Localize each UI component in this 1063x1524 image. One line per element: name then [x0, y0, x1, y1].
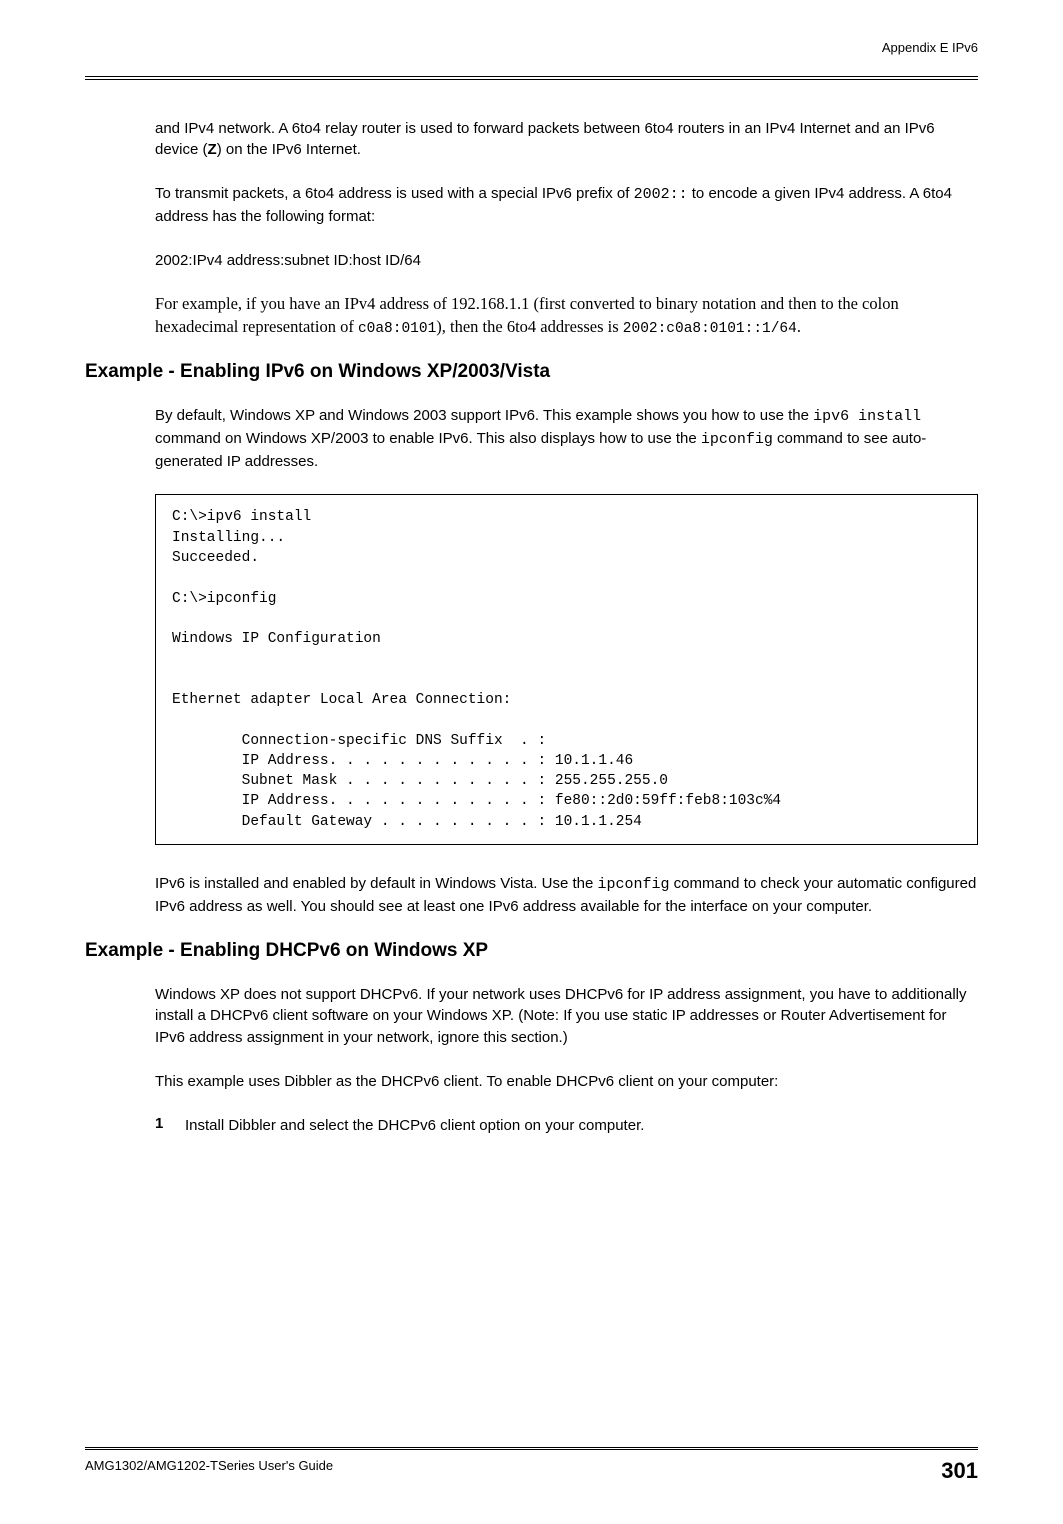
page-content: and IPv4 network. A 6to4 relay router is… [85, 80, 978, 1137]
paragraph-dibbler-intro: This example uses Dibbler as the DHCPv6 … [155, 1071, 978, 1093]
text-fragment: IPv6 is installed and enabled by default… [155, 875, 597, 892]
header-appendix-label: Appendix E IPv6 [882, 40, 978, 55]
code-block-ipv6-install: C:\>ipv6 install Installing... Succeeded… [155, 494, 978, 845]
heading-enable-ipv6-windows: Example - Enabling IPv6 on Windows XP/20… [85, 361, 978, 383]
paragraph-vista-ipv6: IPv6 is installed and enabled by default… [155, 873, 978, 918]
inline-code: 2002:c0a8:0101::1/64 [623, 321, 797, 337]
footer-page-number: 301 [941, 1458, 978, 1484]
page-footer: AMG1302/AMG1202-TSeries User's Guide 301 [85, 1447, 978, 1485]
footer-guide-title: AMG1302/AMG1202-TSeries User's Guide [85, 1458, 333, 1484]
text-fragment: command on Windows XP/2003 to enable IPv… [155, 430, 701, 447]
footer-rule-thick [85, 1449, 978, 1450]
text-fragment: To transmit packets, a 6to4 address is u… [155, 185, 634, 202]
inline-code: ipconfig [597, 876, 669, 893]
header-rule-thick [85, 76, 978, 77]
paragraph-6to4-example: For example, if you have an IPv4 address… [155, 293, 978, 339]
paragraph-dhcpv6-xp: Windows XP does not support DHCPv6. If y… [155, 984, 978, 1049]
inline-code: ipconfig [701, 431, 773, 448]
paragraph-ipv6-install-intro: By default, Windows XP and Windows 2003 … [155, 405, 978, 472]
inline-code: 2002:: [634, 186, 688, 203]
paragraph-6to4-format: 2002:IPv4 address:subnet ID:host ID/64 [155, 250, 978, 272]
footer-rule-thin [85, 1447, 978, 1448]
text-fragment: . [797, 317, 801, 336]
step-number: 1 [155, 1115, 185, 1137]
numbered-step-1: 1 Install Dibbler and select the DHCPv6 … [155, 1115, 978, 1137]
text-fragment: ), then the 6to4 addresses is [436, 317, 623, 336]
bold-z: Z [208, 141, 217, 158]
heading-enable-dhcpv6-xp: Example - Enabling DHCPv6 on Windows XP [85, 940, 978, 962]
step-text: Install Dibbler and select the DHCPv6 cl… [185, 1115, 644, 1137]
page-header: Appendix E IPv6 [85, 40, 978, 70]
inline-code: ipv6 install [813, 408, 921, 425]
paragraph-6to4-intro-cont: and IPv4 network. A 6to4 relay router is… [155, 118, 978, 162]
text-fragment: By default, Windows XP and Windows 2003 … [155, 407, 813, 424]
text-fragment: ) on the IPv6 Internet. [217, 141, 361, 158]
inline-code: c0a8:0101 [358, 321, 436, 337]
paragraph-6to4-prefix: To transmit packets, a 6to4 address is u… [155, 183, 978, 228]
